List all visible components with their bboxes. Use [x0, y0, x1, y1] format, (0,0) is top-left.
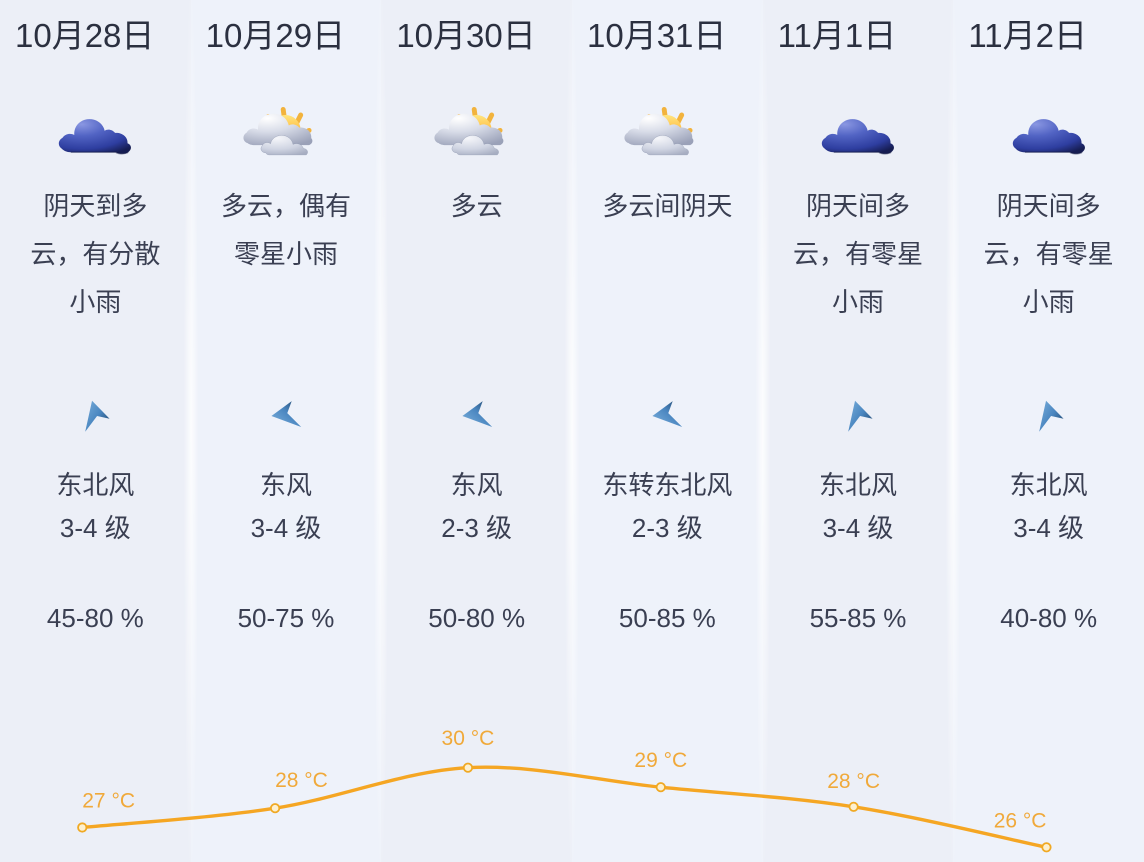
svg-text:28 °C: 28 °C — [827, 770, 880, 793]
svg-text:27 °C: 27 °C — [82, 790, 135, 813]
svg-text:30 °C: 30 °C — [442, 727, 495, 750]
svg-text:26 °C: 26 °C — [994, 809, 1047, 832]
svg-text:29 °C: 29 °C — [634, 749, 687, 772]
svg-text:28 °C: 28 °C — [275, 769, 328, 792]
